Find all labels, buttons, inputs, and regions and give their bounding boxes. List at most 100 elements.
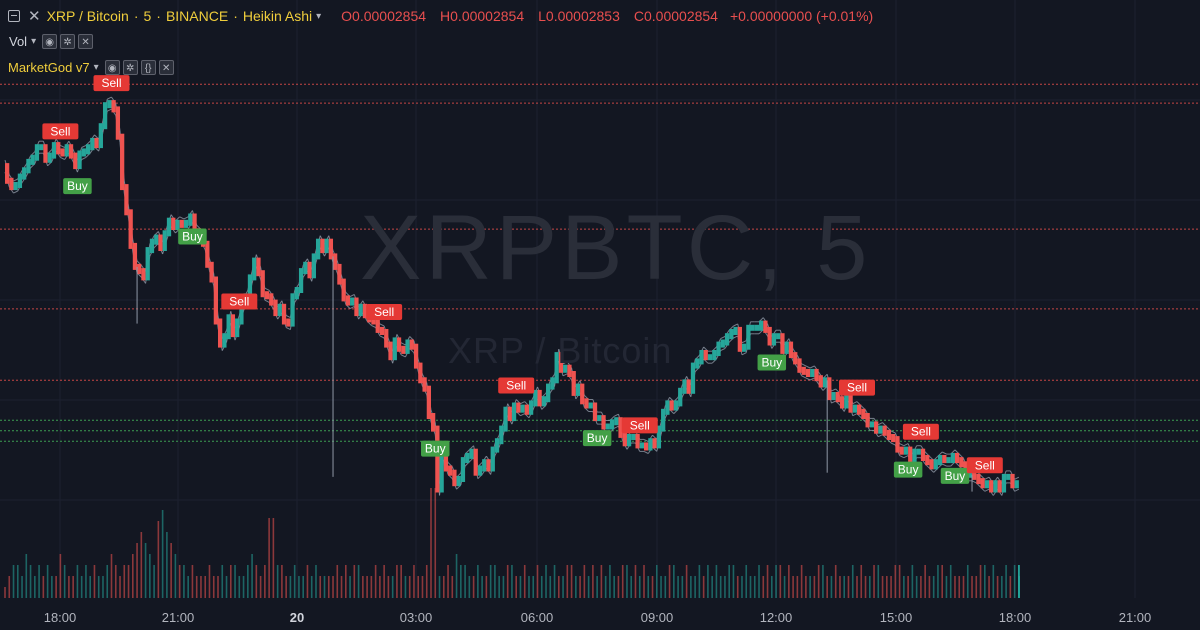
volume-bar	[272, 518, 275, 598]
volume-bar	[511, 565, 513, 598]
heikin-ashi-candle	[192, 213, 197, 235]
volume-bar	[515, 576, 517, 598]
heikin-ashi-candle	[729, 329, 734, 340]
volume-bar	[596, 576, 598, 598]
heikin-ashi-candle	[158, 234, 163, 251]
volume-bar	[954, 576, 956, 598]
volume-bar	[877, 565, 880, 598]
volume-bar	[643, 565, 645, 598]
chart-style-label[interactable]: Heikin Ashi	[242, 8, 313, 24]
volume-bar	[549, 576, 552, 598]
heikin-ashi-candle	[17, 173, 23, 188]
heikin-ashi-candle	[631, 434, 636, 440]
volume-bar	[149, 554, 151, 598]
volume-bar	[937, 565, 939, 598]
volume-bar	[212, 576, 215, 598]
heikin-ashi-candle	[107, 100, 112, 109]
heikin-ashi-candle	[673, 400, 679, 411]
heikin-ashi-candle	[264, 291, 270, 300]
volume-bar	[903, 576, 905, 598]
heikin-ashi-candle	[533, 389, 538, 407]
heikin-ashi-candle	[68, 144, 74, 159]
gear-icon[interactable]: ✲	[60, 33, 76, 49]
volume-bar	[984, 565, 986, 598]
heikin-ashi-candle	[767, 326, 772, 346]
marketgod-indicator-name[interactable]: MarketGod v7	[8, 59, 90, 75]
wick-line	[878, 422, 883, 426]
volume-bar	[255, 565, 258, 598]
volume-bar	[651, 576, 654, 598]
heikin-ashi-candle	[1010, 473, 1015, 489]
volume-bar	[421, 576, 424, 598]
chevron-down-icon[interactable]: ▾	[93, 61, 99, 73]
heikin-ashi-candle	[771, 333, 777, 346]
heikin-ashi-candle	[925, 455, 930, 466]
sell-signal: Sell	[621, 417, 658, 434]
exchange-label: BINANCE	[165, 8, 229, 24]
volume-bar	[1001, 576, 1003, 598]
dot-separator: ·	[233, 8, 238, 24]
volume-bar	[387, 576, 390, 598]
buy-signal-text: Buy	[67, 179, 88, 193]
heikin-ashi-candle	[852, 404, 857, 413]
heikin-ashi-candle	[903, 446, 909, 455]
heikin-ashi-candle	[920, 448, 926, 461]
volume-bar	[472, 576, 475, 598]
heikin-ashi-candle	[490, 446, 495, 472]
heikin-ashi-candle	[218, 318, 223, 348]
chevron-down-icon[interactable]: ▾	[316, 10, 322, 22]
volume-bar	[217, 576, 219, 598]
symbol-legend: ✕ XRP / Bitcoin · 5 · BINANCE · Heikin A…	[0, 6, 873, 26]
chevron-down-icon[interactable]: ▾	[31, 35, 37, 47]
collapse-icon[interactable]	[8, 10, 20, 22]
volume-bar	[247, 565, 249, 598]
volume-bar	[873, 565, 875, 598]
volume-bar	[668, 565, 671, 598]
buy-signal-box	[757, 354, 787, 371]
eye-icon[interactable]: ◉	[42, 33, 58, 49]
volume-bar	[102, 576, 104, 598]
wick-line	[60, 144, 65, 148]
volume-bar	[681, 576, 684, 598]
volume-indicator-name[interactable]: Vol	[9, 33, 28, 49]
heikin-ashi-candle	[311, 253, 316, 279]
dot-separator: ·	[133, 8, 139, 24]
heikin-ashi-candle	[797, 358, 802, 373]
volume-bar	[442, 576, 445, 598]
sell-signal: Sell	[498, 377, 535, 394]
volume-bar	[728, 565, 730, 598]
heikin-ashi-candle	[746, 324, 751, 350]
source-code-icon[interactable]: {}	[140, 59, 156, 75]
close-icon[interactable]: ✕	[158, 59, 174, 75]
heikin-ashi-candle	[682, 379, 687, 394]
heikin-ashi-candle	[946, 457, 951, 464]
buy-signal: Buy	[178, 228, 207, 245]
heikin-ashi-candle	[328, 238, 334, 260]
sell-signal-text: Sell	[847, 381, 867, 395]
gear-icon[interactable]: ✲	[122, 59, 138, 75]
wick-line	[741, 340, 747, 344]
heikin-ashi-candle	[51, 142, 57, 159]
eye-icon[interactable]: ◉	[104, 59, 120, 75]
heikin-ashi-candle	[482, 459, 487, 472]
wick-line	[400, 354, 406, 358]
interval-label[interactable]: 5	[143, 8, 152, 24]
volume-bar	[966, 565, 969, 598]
volume-bar	[323, 576, 326, 598]
volume-bar	[796, 576, 799, 598]
volume-bar	[464, 565, 466, 598]
heikin-ashi-candle	[252, 257, 257, 281]
heikin-ashi-candle	[26, 158, 31, 174]
sell-signal-box	[366, 304, 403, 320]
buy-signal-text: Buy	[898, 463, 919, 477]
heikin-ashi-candle	[588, 402, 593, 409]
volume-bar	[144, 543, 147, 598]
heikin-ashi-candle	[235, 318, 240, 338]
close-icon[interactable]: ✕	[78, 33, 94, 49]
close-icon[interactable]: ✕	[28, 8, 41, 25]
symbol-name[interactable]: XRP / Bitcoin	[46, 8, 129, 24]
wick-line	[941, 451, 947, 455]
heikin-ashi-candle	[609, 419, 615, 430]
heikin-ashi-candle	[776, 333, 781, 340]
